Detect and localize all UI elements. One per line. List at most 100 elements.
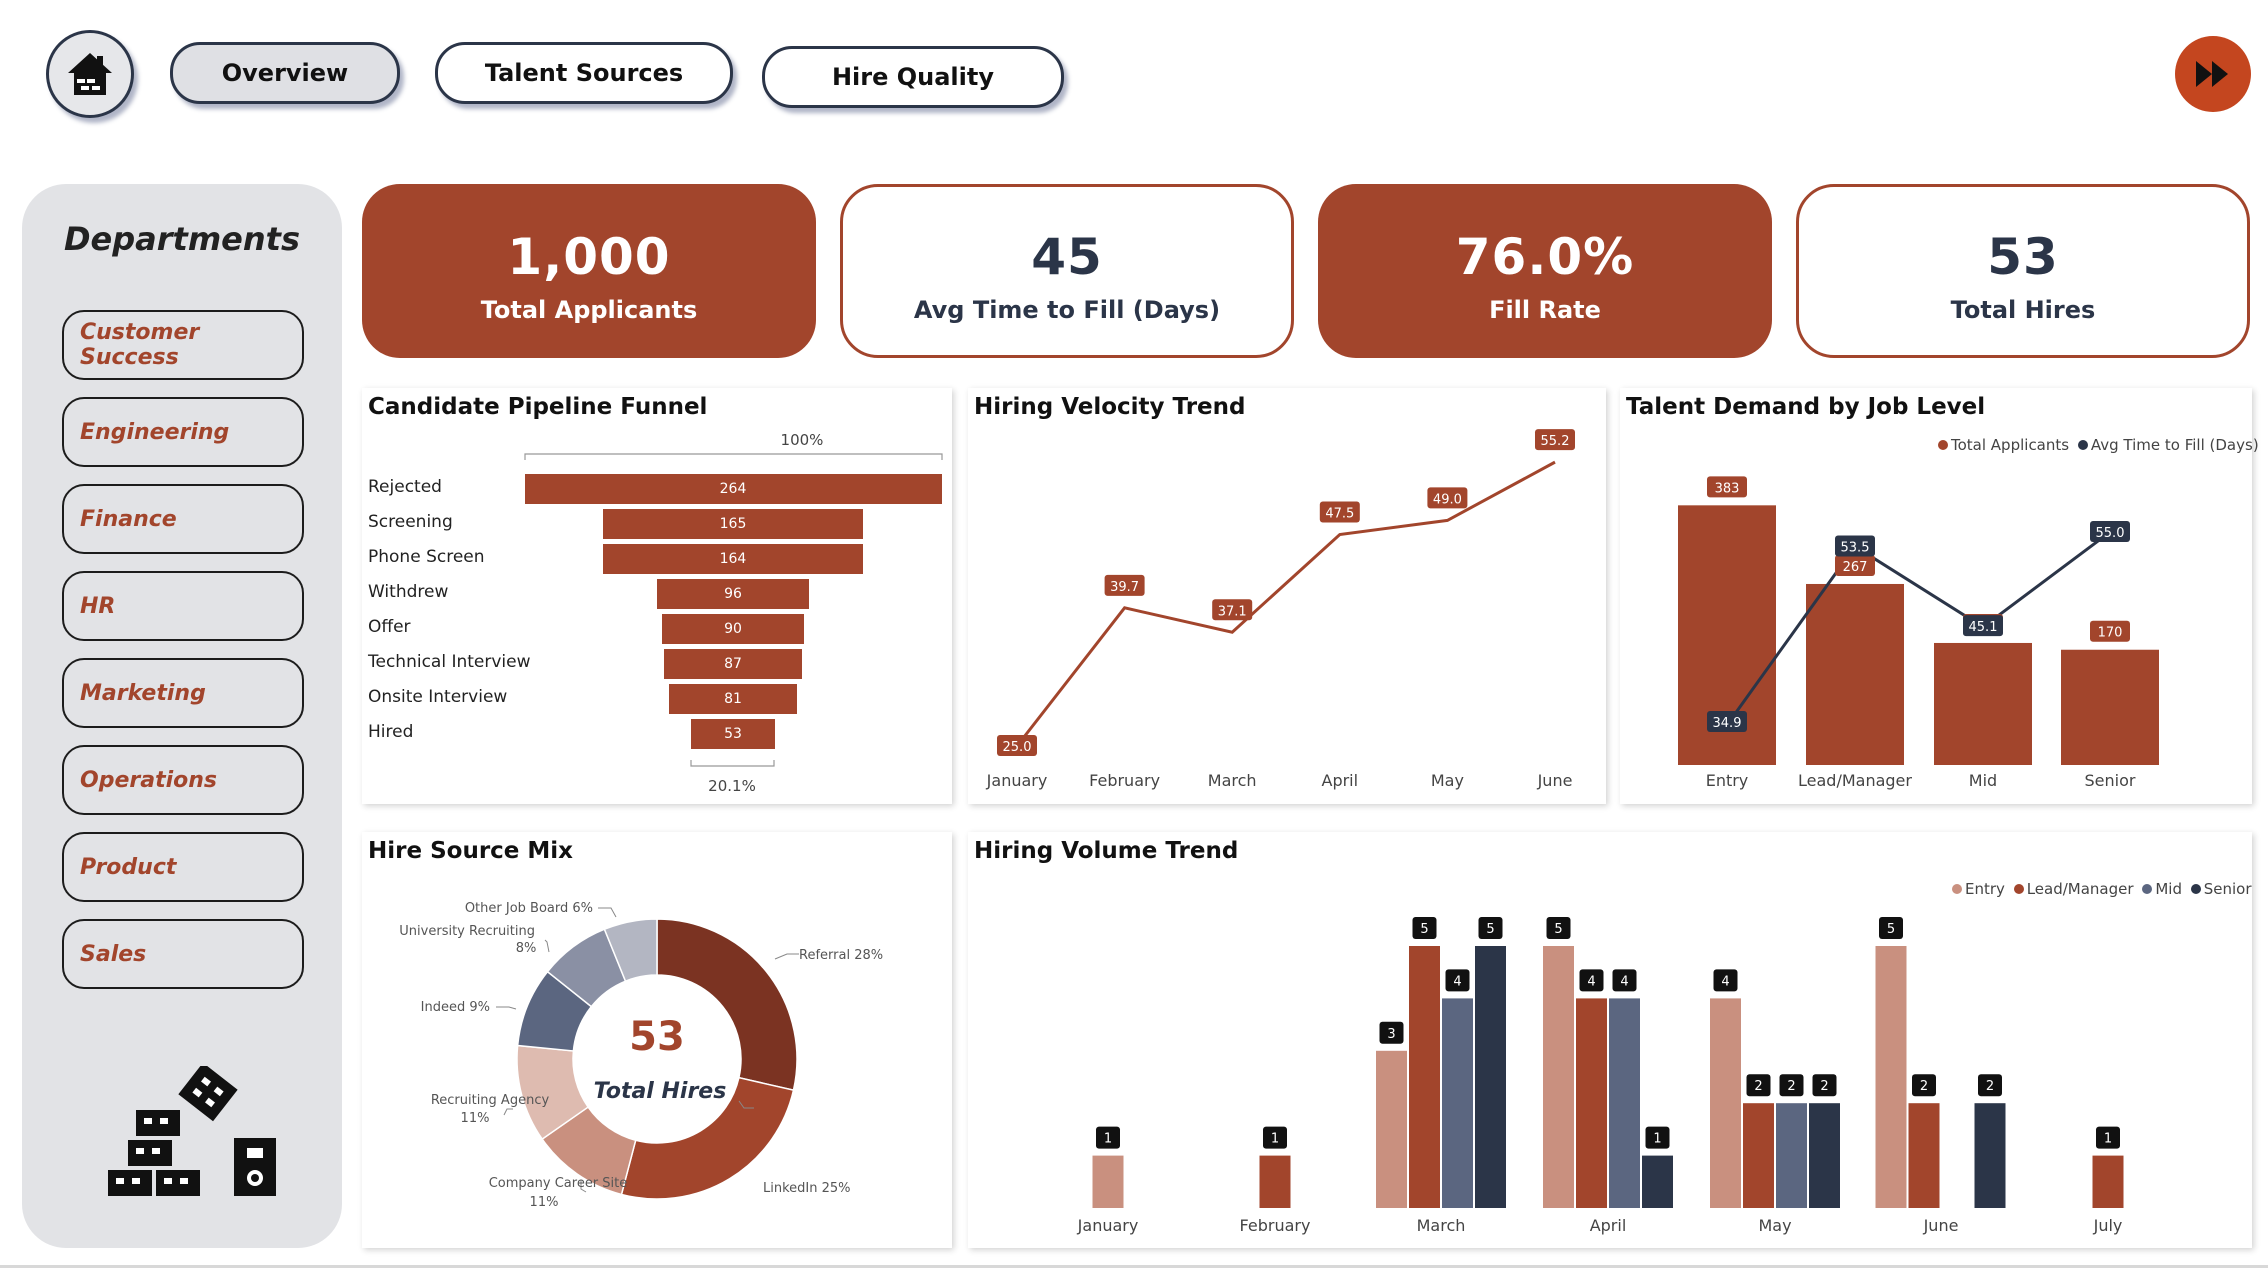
card-title: Hiring Velocity Trend [974, 394, 1246, 420]
volume-bar [1875, 946, 1907, 1208]
hire-quality-button[interactable]: Hire Quality [762, 46, 1064, 108]
dept-hr[interactable]: HR [62, 571, 304, 641]
volume-bar-label: 4 [1453, 974, 1461, 989]
funnel-stage-label: Offer [368, 617, 411, 637]
funnel-bar: 87 [664, 649, 802, 679]
donut-slice [603, 918, 658, 983]
hire-source-mix-card: Hire Source Mix 53 Total Hires Referral … [362, 832, 952, 1248]
donut-center-value: 53 [629, 1014, 685, 1060]
home-button[interactable] [46, 30, 134, 118]
funnel-bar: 164 [603, 544, 863, 574]
legend-dot [1938, 440, 1948, 450]
funnel-bar: 165 [602, 509, 864, 539]
volume-bar-label-bg [1579, 969, 1604, 992]
slice-label-career-site-pct: 11% [530, 1195, 559, 1210]
volume-bar-label: 1 [1271, 1132, 1279, 1147]
volume-x-tick: January [1077, 1216, 1139, 1235]
volume-bar [1259, 1155, 1291, 1208]
volume-bar-chart: 1 January 1 February 3 5 4 5 March 5 4 4 1 April 4 2 2 2 M… [1077, 917, 2124, 1235]
demand-legend: Total Applicants Avg Time to Fill (Days) [1938, 436, 2259, 454]
funnel-stage-label: Rejected [368, 477, 442, 497]
volume-bar-label-bg [1379, 1021, 1404, 1044]
dept-engineering[interactable]: Engineering [62, 397, 304, 467]
next-page-button[interactable] [2175, 36, 2251, 112]
dept-operations[interactable]: Operations [62, 745, 304, 815]
hiring-volume-card: Hiring Volume Trend Entry Lead/Manager M… [968, 832, 2252, 1248]
dept-marketing[interactable]: Marketing [62, 658, 304, 728]
volume-bar-label-bg [1546, 917, 1571, 939]
volume-bar [1609, 998, 1640, 1208]
volume-bar [1543, 946, 1574, 1208]
volume-bar-label-bg [1412, 917, 1437, 939]
dept-product[interactable]: Product [62, 832, 304, 902]
demand-bar [1934, 642, 2032, 765]
velocity-line-chart: 25.0 January 39.7 February 37.1 March 47.5 Apri… [986, 429, 1575, 790]
funnel-stage-label: Hired [368, 722, 414, 742]
home-icon [68, 53, 112, 95]
volume-bar [1974, 1103, 2006, 1208]
dept-customer-success[interactable]: Customer Success [62, 310, 304, 380]
funnel-bar: 90 [661, 614, 805, 644]
volume-bar-label-bg [1445, 969, 1470, 992]
volume-bar-label: 2 [1787, 1079, 1795, 1094]
volume-bar [1409, 946, 1440, 1208]
volume-bar [1776, 1103, 1807, 1208]
velocity-x-tick: May [1431, 771, 1464, 790]
volume-bar [1908, 1103, 1940, 1208]
volume-bar-label-bg [1978, 1074, 2002, 1097]
volume-bar-label: 5 [1554, 922, 1562, 937]
legend-dot [2077, 440, 2088, 450]
donut-center-label: Total Hires [594, 1079, 727, 1104]
volume-bar-label: 2 [1920, 1079, 1928, 1094]
funnel-bar: 264 [524, 474, 942, 504]
velocity-point-label: 37.1 [1218, 604, 1247, 619]
dept-finance[interactable]: Finance [62, 484, 304, 554]
demand-line-label: 55.0 [2096, 526, 2125, 541]
slice-label-university: University Recruiting [399, 924, 535, 939]
dept-sales[interactable]: Sales [62, 919, 304, 989]
legend-dot [2142, 884, 2153, 894]
legend-dot [2190, 884, 2201, 894]
volume-bar-label-bg [1713, 969, 1738, 992]
funnel-top-pct: 100% [780, 431, 824, 449]
legend-label: Mid [2155, 880, 2182, 898]
volume-bar-label: 1 [1104, 1132, 1112, 1147]
volume-bar [1475, 946, 1506, 1208]
kpi-value: 53 [1987, 228, 2059, 286]
demand-line-label-bg [1835, 535, 1875, 557]
kpi-value: 76.0% [1455, 228, 1635, 286]
volume-bar [1092, 1155, 1124, 1208]
volume-bar [1743, 1103, 1774, 1208]
funnel-bar: 96 [657, 579, 809, 609]
velocity-point-label: 55.2 [1541, 434, 1570, 449]
legend-label: Senior [2203, 880, 2252, 898]
funnel-bar: 53 [691, 719, 775, 749]
volume-bar [1642, 1155, 1673, 1208]
demand-line-label-bg [2090, 521, 2130, 543]
demand-bar-label: 267 [1843, 560, 1868, 575]
legend-dot [1952, 884, 1962, 894]
demand-combo-chart: 383Entry267Lead/Manager180Mid170Senior34… [1678, 476, 2159, 790]
demand-bar [2061, 649, 2159, 765]
volume-bar-label: 4 [1620, 974, 1628, 989]
kpi-label: Total Hires [1950, 296, 2096, 324]
volume-bar [1442, 998, 1473, 1208]
velocity-point-label: 49.0 [1433, 492, 1462, 507]
funnel-bottom-pct: 20.1% [708, 777, 756, 795]
talent-demand-card: Talent Demand by Job Level Total Applica… [1620, 388, 2259, 804]
volume-bar-label-bg [1263, 1126, 1287, 1149]
talent-sources-button[interactable]: Talent Sources [435, 42, 733, 104]
office-buildings-icon [108, 1066, 276, 1196]
pipeline-funnel-card: Candidate Pipeline Funnel 100% Rejected 2… [362, 388, 952, 804]
volume-bar-label: 5 [1420, 922, 1428, 937]
demand-bar [1806, 583, 1904, 765]
demand-x-tick: Entry [1706, 771, 1749, 790]
volume-x-tick: June [1923, 1216, 1959, 1235]
overview-button[interactable]: Overview [170, 42, 400, 104]
funnel-bar: 81 [669, 684, 797, 714]
volume-bar [2092, 1155, 2124, 1208]
departments-sidebar: Departments Customer Success Engineering… [22, 184, 342, 1248]
funnel-stage-label: Withdrew [368, 582, 449, 602]
velocity-point-label: 47.5 [1325, 507, 1354, 522]
volume-bar [1376, 1050, 1407, 1208]
